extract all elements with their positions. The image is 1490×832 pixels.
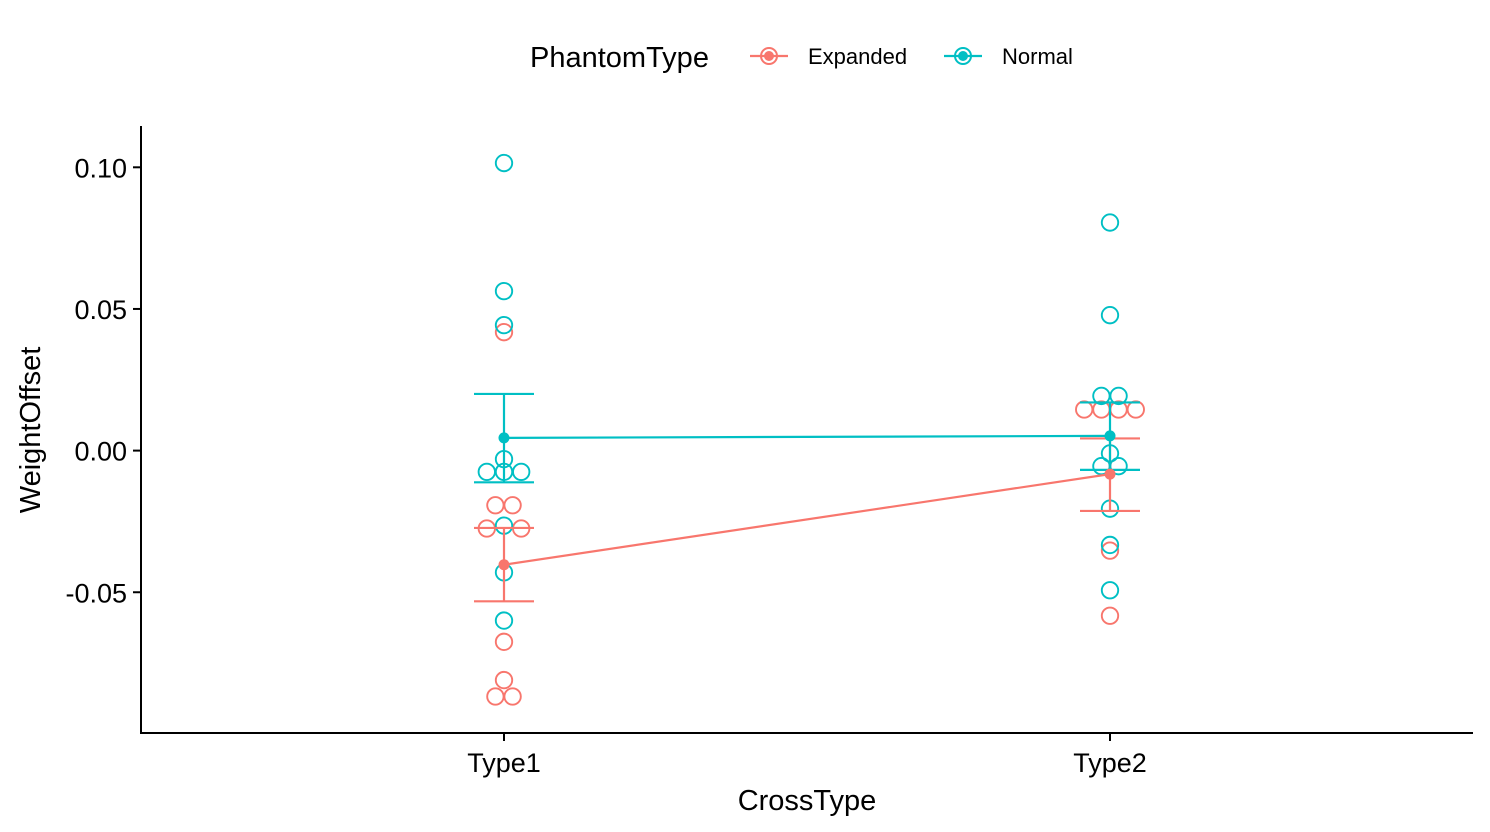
data-point — [494, 153, 514, 173]
mean-point — [1104, 468, 1116, 480]
axes: 0.10 0.05 0.00 -0.05 Type1 Type2 CrossType W… — [15, 126, 1473, 817]
legend-item-label: Normal — [1002, 44, 1073, 69]
x-tick-label: Type1 — [467, 748, 541, 778]
x-axis-label: CrossType — [738, 785, 877, 817]
y-ticks: 0.10 0.05 0.00 -0.05 — [65, 153, 141, 608]
mean-point — [1104, 430, 1116, 442]
data-point — [1100, 581, 1120, 600]
data-point — [512, 462, 531, 481]
data-point — [1100, 535, 1120, 555]
legend-item-label: Expanded — [808, 44, 907, 69]
data-point — [1100, 213, 1120, 232]
data-point — [503, 687, 522, 706]
legend-key-mean — [958, 51, 968, 61]
data-point — [503, 496, 522, 515]
data-point — [494, 632, 514, 651]
mean-point — [498, 432, 510, 444]
data-point — [494, 281, 514, 301]
mean-line — [503, 434, 1111, 439]
data-point — [494, 611, 514, 630]
data-point — [477, 462, 496, 481]
data-point — [1100, 306, 1120, 325]
data-point — [486, 496, 505, 515]
data-point — [494, 315, 514, 335]
data-point — [486, 687, 505, 706]
y-axis-label: WeightOffset — [15, 347, 47, 514]
x-ticks: Type1 Type2 — [467, 733, 1147, 778]
data-point — [494, 323, 514, 342]
plot-area — [474, 153, 1145, 706]
y-tick-label: -0.05 — [65, 578, 127, 608]
legend: PhantomType Expanded Normal — [530, 42, 1073, 74]
legend-key-point — [954, 47, 972, 65]
data-point — [494, 670, 514, 690]
legend-key-mean — [764, 51, 774, 61]
data-point — [1109, 386, 1128, 406]
data-point — [1100, 541, 1120, 560]
data-point — [1075, 400, 1094, 419]
data-point — [1126, 400, 1145, 419]
mean-line — [503, 473, 1111, 566]
legend-items: Expanded Normal — [750, 44, 1073, 69]
mean-point — [498, 559, 510, 571]
legend-title: PhantomType — [530, 42, 709, 74]
data-point — [1100, 606, 1120, 625]
y-tick-label: 0.05 — [74, 295, 127, 325]
legend-key-point — [760, 47, 778, 65]
y-tick-label: 0.10 — [74, 153, 127, 183]
x-tick-label: Type2 — [1073, 748, 1147, 778]
y-tick-label: 0.00 — [74, 437, 127, 467]
